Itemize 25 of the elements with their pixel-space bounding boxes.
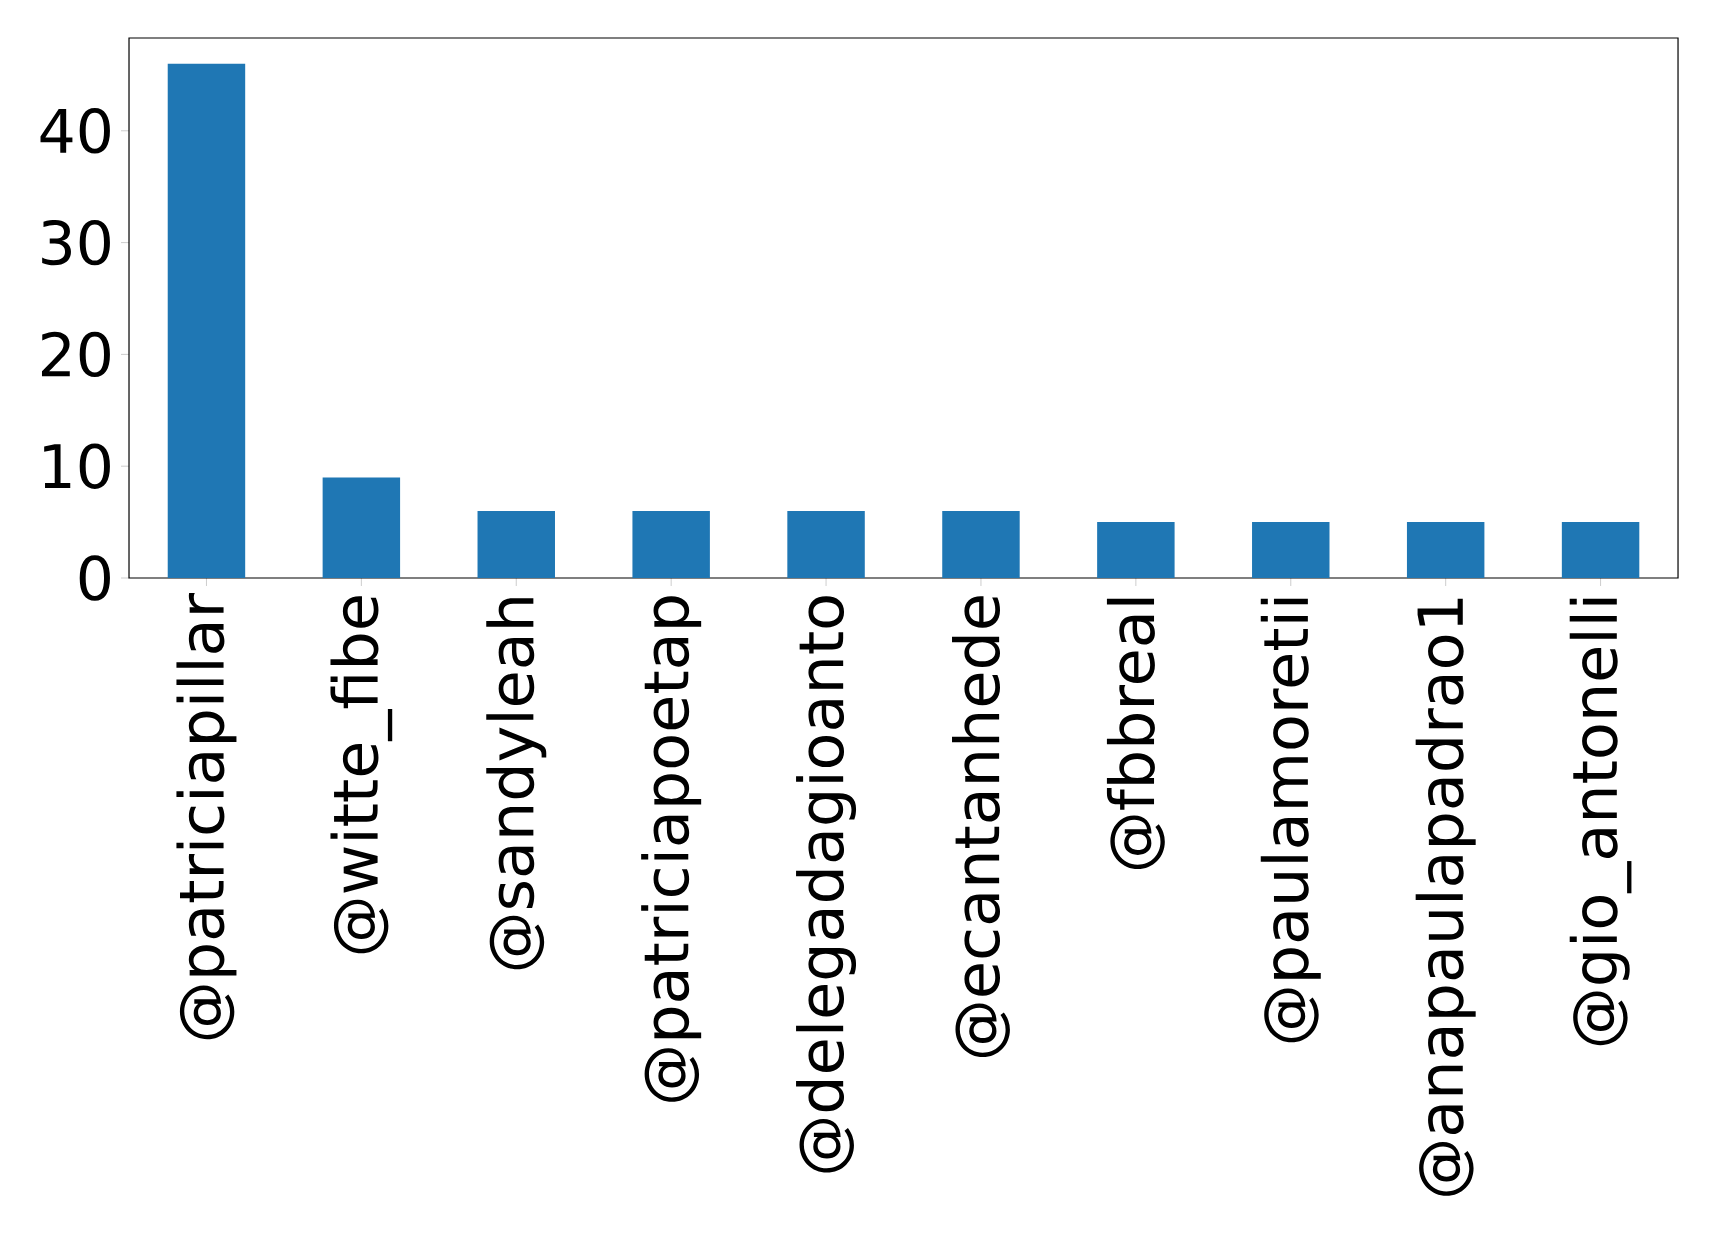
x-tick-label: @patriciapillar xyxy=(176,592,237,1040)
y-tick-label: 40 xyxy=(40,108,110,154)
bar xyxy=(942,510,1020,579)
x-tick-label: @delegadagioanto xyxy=(796,596,857,1173)
y-tick-label: 30 xyxy=(42,219,110,266)
bar xyxy=(322,477,401,579)
y-tick-label: 10 xyxy=(44,443,110,489)
y-tick-label: 0 xyxy=(79,555,110,601)
x-tick-label: @paulamoretii xyxy=(1260,598,1321,1043)
bar xyxy=(1097,522,1175,579)
x-tick-label: @gio_antonelli xyxy=(1569,598,1632,1046)
x-tick-label: @witte_fibe xyxy=(330,596,393,954)
bar xyxy=(1406,522,1485,579)
bar xyxy=(632,510,710,579)
x-tick-label: @sandyleah xyxy=(486,598,547,970)
bar xyxy=(167,63,246,579)
x-tick-label: @patriciapoetap xyxy=(641,596,702,1102)
bar xyxy=(477,510,555,579)
bar xyxy=(1252,522,1330,579)
y-tick-label: 20 xyxy=(41,331,110,378)
x-tick-label: @fbbreal xyxy=(1106,598,1165,870)
x-tick-label: @anapaulapadrao1 xyxy=(1415,598,1476,1196)
bar xyxy=(787,510,865,579)
bar xyxy=(1561,522,1640,579)
x-tick-label: @ecantanhede xyxy=(952,596,1010,1058)
